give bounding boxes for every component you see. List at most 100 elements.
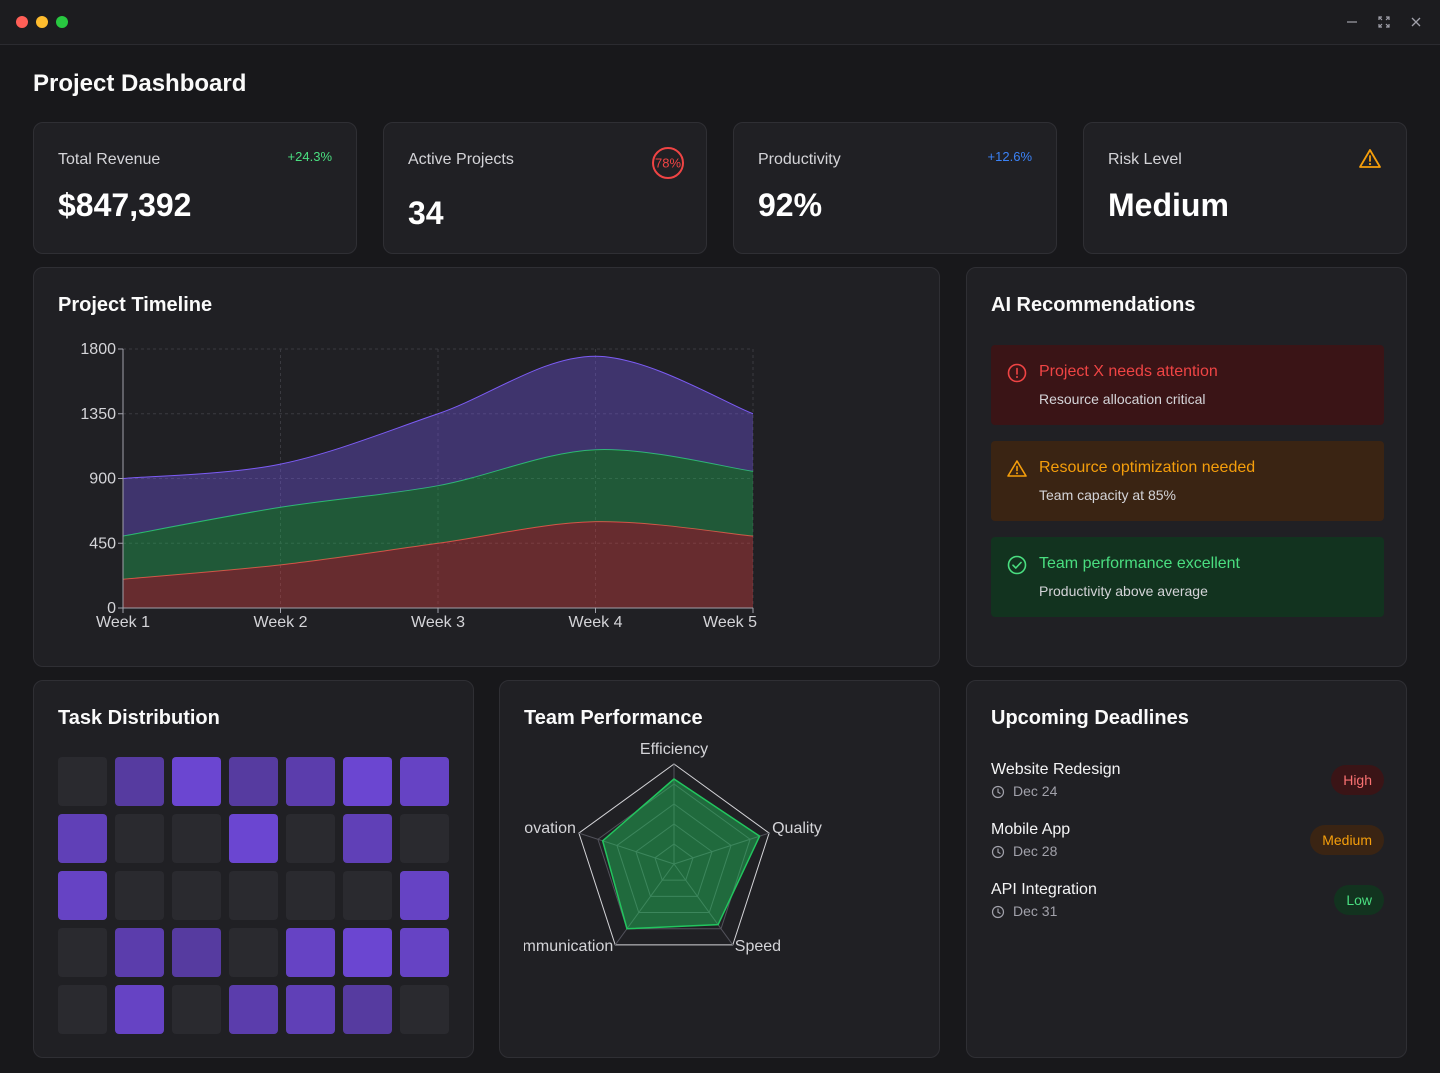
heatmap-cell[interactable]	[400, 985, 449, 1034]
stat-card-active-projects: Active Projects 78% 34	[383, 122, 707, 254]
heatmap-cell[interactable]	[229, 814, 278, 863]
recommendation-item[interactable]: Resource optimization needed Team capaci…	[991, 441, 1384, 521]
heatmap-cell[interactable]	[400, 814, 449, 863]
window-zoom-dot[interactable]	[56, 16, 68, 28]
heatmap-cell[interactable]	[229, 985, 278, 1034]
heatmap-cell[interactable]	[172, 757, 221, 806]
progress-ring-label: 78%	[655, 156, 681, 171]
heatmap-cell[interactable]	[400, 757, 449, 806]
radar-grid-ring	[635, 823, 713, 897]
area-line-3	[122, 355, 754, 479]
radar-grid-ring	[616, 803, 732, 914]
heatmap-cell[interactable]	[229, 928, 278, 977]
heatmap-cell[interactable]	[286, 871, 335, 920]
heatmap-cell[interactable]	[58, 757, 107, 806]
clock-icon	[991, 905, 1005, 919]
heatmap-cell[interactable]	[115, 985, 164, 1034]
heatmap-cell[interactable]	[115, 814, 164, 863]
radar-clip: Efficiency Quality Speed Communication Innov…	[524, 741, 917, 1041]
heatmap-cell[interactable]	[58, 928, 107, 977]
minimize-icon[interactable]	[1342, 12, 1362, 32]
radar-axis-label: Quality	[772, 820, 822, 837]
panel-title: Task Distribution	[58, 707, 220, 729]
maximize-icon[interactable]	[1374, 12, 1394, 32]
area-series-3	[123, 356, 753, 537]
deadline-name: API Integration	[991, 881, 1097, 898]
x-tick-label: Week 2	[254, 614, 308, 631]
heatmap-cell[interactable]	[172, 871, 221, 920]
heatmap-cell[interactable]	[115, 757, 164, 806]
progress-ring: 78%	[652, 147, 684, 179]
deadline-item[interactable]: API Integration Dec 31 Low	[991, 881, 1384, 931]
heatmap-cell[interactable]	[172, 985, 221, 1034]
heatmap-cell[interactable]	[58, 814, 107, 863]
heatmap-cell[interactable]	[343, 871, 392, 920]
window-close-dot[interactable]	[16, 16, 28, 28]
heatmap-cell[interactable]	[286, 814, 335, 863]
heatmap-cell[interactable]	[343, 985, 392, 1034]
panel-title: Project Timeline	[58, 294, 213, 316]
y-tick-label: 900	[89, 471, 116, 488]
team-performance-panel: Team Performance Efficiency Quality Speed C…	[499, 680, 940, 1058]
window-minimize-dot[interactable]	[36, 16, 48, 28]
deadline-item[interactable]: Mobile App Dec 28 Medium	[991, 821, 1384, 871]
x-tick-label: Week 5	[703, 614, 757, 631]
radar-spoke	[578, 832, 675, 865]
task-heatmap	[58, 757, 451, 1035]
clock-icon	[991, 845, 1005, 859]
heatmap-cell[interactable]	[172, 928, 221, 977]
recommendation-item[interactable]: Team performance excellent Productivity …	[991, 537, 1384, 617]
area-series-1	[123, 521, 753, 608]
recommendation-title: Resource optimization needed	[1039, 459, 1256, 476]
heatmap-cell[interactable]	[286, 985, 335, 1034]
stat-change: +12.6%	[987, 149, 1032, 164]
recommendation-title: Project X needs attention	[1039, 363, 1218, 380]
heatmap-cell[interactable]	[400, 928, 449, 977]
heatmap-cell[interactable]	[286, 757, 335, 806]
stat-label: Total Revenue	[58, 151, 161, 168]
heatmap-cell[interactable]	[172, 814, 221, 863]
deadline-date: Dec 28	[1013, 843, 1058, 859]
radar-spoke	[673, 863, 734, 946]
heatmap-cell[interactable]	[343, 928, 392, 977]
deadline-date: Dec 24	[1013, 783, 1058, 799]
heatmap-cell[interactable]	[115, 871, 164, 920]
heatmap-cell[interactable]	[58, 871, 107, 920]
y-tick-label: 450	[89, 535, 116, 552]
deadline-item[interactable]: Website Redesign Dec 24 High	[991, 761, 1384, 811]
heatmap-cell[interactable]	[229, 757, 278, 806]
radar-spoke	[673, 832, 770, 865]
stat-value: Medium	[1108, 187, 1229, 223]
area-line-2	[122, 449, 754, 537]
area-series-2	[123, 449, 753, 580]
heatmap-cell[interactable]	[400, 871, 449, 920]
deadline-date: Dec 31	[1013, 903, 1058, 919]
heatmap-cell[interactable]	[115, 928, 164, 977]
y-tick-label: 1350	[80, 406, 116, 423]
y-tick-label: 0	[107, 600, 116, 617]
y-tick-label: 1800	[80, 341, 116, 358]
x-tick-label: Week 4	[569, 614, 623, 631]
heatmap-cell[interactable]	[343, 757, 392, 806]
deadline-name: Mobile App	[991, 821, 1071, 838]
recommendation-item[interactable]: Project X needs attention Resource alloc…	[991, 345, 1384, 425]
stat-card-risk-level: Risk Level Medium	[1083, 122, 1407, 254]
check-circle-icon	[1007, 555, 1027, 575]
stat-value: 34	[408, 195, 444, 231]
stat-value: 92%	[758, 187, 823, 223]
x-tick-label: Week 3	[411, 614, 465, 631]
upcoming-deadlines-panel: Upcoming Deadlines Website Redesign Dec …	[966, 680, 1407, 1058]
panel-title: Upcoming Deadlines	[991, 707, 1189, 729]
area-line-1	[122, 521, 754, 580]
close-icon[interactable]	[1406, 12, 1426, 32]
stat-card-productivity: Productivity +12.6% 92%	[733, 122, 1057, 254]
radar-grid-ring	[654, 843, 694, 881]
priority-badge: Medium	[1310, 825, 1384, 855]
panel-title: Team Performance	[524, 707, 703, 729]
heatmap-cell[interactable]	[343, 814, 392, 863]
heatmap-cell[interactable]	[58, 985, 107, 1034]
heatmap-cell[interactable]	[229, 871, 278, 920]
heatmap-cell[interactable]	[286, 928, 335, 977]
radar-spoke	[614, 863, 675, 946]
clock-icon	[991, 785, 1005, 799]
